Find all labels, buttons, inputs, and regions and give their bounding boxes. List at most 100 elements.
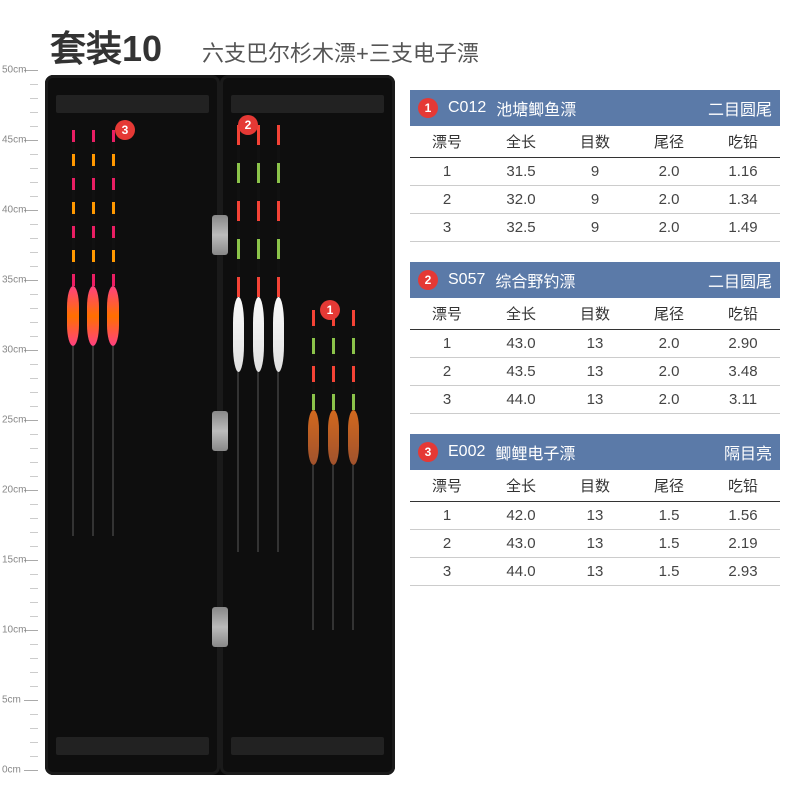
cell: 2.0 <box>632 358 706 386</box>
fishing-float <box>235 125 241 552</box>
table-row: 344.0132.03.11 <box>410 386 780 414</box>
cell: 43.0 <box>484 530 558 558</box>
cell: 1 <box>410 330 484 358</box>
cell: 3.48 <box>706 358 780 386</box>
cell: 13 <box>558 502 632 530</box>
cell: 3 <box>410 386 484 414</box>
table-header: 2 S057 综合野钓漂 二目圆尾 <box>410 262 780 298</box>
cell: 2.0 <box>632 158 706 186</box>
spec-table-block: 1C012池塘鲫鱼漂二目圆尾漂号全长目数尾径吃铅131.592.01.16232… <box>410 90 780 242</box>
cell: 13 <box>558 558 632 586</box>
table-header: 1C012池塘鲫鱼漂二目圆尾 <box>410 90 780 126</box>
cell: 13 <box>558 530 632 558</box>
col-header: 吃铅 <box>706 298 780 330</box>
col-header: 尾径 <box>632 470 706 502</box>
product-code: E002 <box>448 443 485 461</box>
col-header: 尾径 <box>632 126 706 158</box>
col-header: 漂号 <box>410 298 484 330</box>
fishing-float <box>255 125 261 552</box>
cell: 9 <box>558 186 632 214</box>
ruler: 0cm5cm10cm15cm20cm25cm30cm35cm40cm45cm50… <box>2 70 42 790</box>
fishing-float <box>330 310 336 630</box>
product-name: 鲫鲤电子漂 <box>495 440 575 464</box>
col-header: 尾径 <box>632 298 706 330</box>
col-header: 吃铅 <box>706 470 780 502</box>
cell: 1.34 <box>706 186 780 214</box>
col-header: 目数 <box>558 298 632 330</box>
cell: 3 <box>410 214 484 242</box>
col-header: 漂号 <box>410 470 484 502</box>
cell: 2.0 <box>632 214 706 242</box>
product-note: 隔目亮 <box>724 440 772 464</box>
float-group <box>310 310 356 630</box>
cell: 31.5 <box>484 158 558 186</box>
product-name: 综合野钓漂 <box>495 268 575 292</box>
float-group <box>235 125 281 552</box>
fishing-float <box>110 130 116 536</box>
fishing-float <box>275 125 281 552</box>
table-badge: 1 <box>418 98 438 118</box>
spec-tables: 1C012池塘鲫鱼漂二目圆尾漂号全长目数尾径吃铅131.592.01.16232… <box>410 90 780 606</box>
hinge-icon <box>212 411 228 451</box>
cell: 2 <box>410 358 484 386</box>
ruler-label: 0cm <box>2 765 21 776</box>
table-badge: 2 <box>418 270 438 290</box>
cell: 2.90 <box>706 330 780 358</box>
cell: 3 <box>410 558 484 586</box>
hinge-icon <box>212 607 228 647</box>
cell: 1.5 <box>632 558 706 586</box>
cell: 32.0 <box>484 186 558 214</box>
float-group <box>70 130 116 536</box>
cell: 44.0 <box>484 386 558 414</box>
float-badge: 2 <box>238 115 258 135</box>
table-row: 131.592.01.16 <box>410 158 780 186</box>
ruler-label: 40cm <box>2 205 26 216</box>
cell: 13 <box>558 386 632 414</box>
col-header: 吃铅 <box>706 126 780 158</box>
ruler-label: 25cm <box>2 415 26 426</box>
cell: 1.5 <box>632 530 706 558</box>
ruler-label: 45cm <box>2 135 26 146</box>
col-header: 全长 <box>484 470 558 502</box>
cell: 2 <box>410 186 484 214</box>
product-name: 池塘鲫鱼漂 <box>496 96 576 120</box>
ruler-label: 5cm <box>2 695 21 706</box>
page-title: 套装10 <box>50 20 162 72</box>
cell: 9 <box>558 158 632 186</box>
cell: 1.56 <box>706 502 780 530</box>
ruler-label: 30cm <box>2 345 26 356</box>
cell: 2.0 <box>632 186 706 214</box>
ruler-label: 15cm <box>2 555 26 566</box>
fishing-float <box>70 130 76 536</box>
cell: 3.11 <box>706 386 780 414</box>
ruler-label: 35cm <box>2 275 26 286</box>
cell: 32.5 <box>484 214 558 242</box>
spec-table-block: 2S057综合野钓漂二目圆尾漂号全长目数尾径吃铅143.0132.02.9024… <box>410 262 780 414</box>
table-header: 3 E002 鲫鲤电子漂 隔目亮 <box>410 434 780 470</box>
table-badge: 3 <box>418 442 438 462</box>
col-header: 目数 <box>558 126 632 158</box>
cell: 1.49 <box>706 214 780 242</box>
float-badge: 1 <box>320 300 340 320</box>
product-note: 二目圆尾 <box>708 268 772 292</box>
cell: 1.5 <box>632 502 706 530</box>
product-code: S057 <box>448 271 485 289</box>
table-row: 344.0131.52.93 <box>410 558 780 586</box>
table-row: 232.092.01.34 <box>410 186 780 214</box>
spec-table-block: 3E002鲫鲤电子漂隔目亮漂号全长目数尾径吃铅142.0131.51.56243… <box>410 434 780 586</box>
table-row: 142.0131.51.56 <box>410 502 780 530</box>
cell: 2.0 <box>632 330 706 358</box>
cell: 1 <box>410 158 484 186</box>
page-subtitle: 六支巴尔杉木漂+三支电子漂 <box>202 36 479 68</box>
cell: 1.16 <box>706 158 780 186</box>
cell: 1 <box>410 502 484 530</box>
cell: 42.0 <box>484 502 558 530</box>
product-note: 二目圆尾 <box>708 96 772 120</box>
fishing-float <box>350 310 356 630</box>
fishing-float <box>310 310 316 630</box>
cell: 2.0 <box>632 386 706 414</box>
cell: 9 <box>558 214 632 242</box>
hinge-icon <box>212 215 228 255</box>
col-header: 全长 <box>484 126 558 158</box>
ruler-label: 10cm <box>2 625 26 636</box>
